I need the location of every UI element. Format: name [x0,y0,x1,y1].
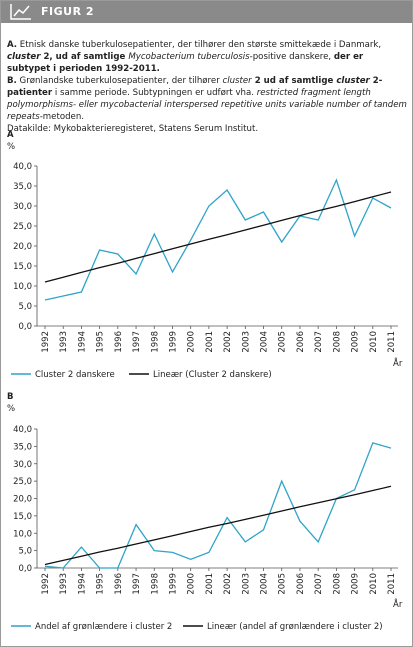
x-axis-label: År [393,598,403,610]
y-tick-label: 30,0 [13,202,32,212]
y-tick-label: 10,0 [13,282,32,292]
x-tick-label: 1999 [168,573,178,595]
y-axis-label: % [7,142,15,152]
caption-paragraph: A. Etnisk danske tuberkulosepatienter, d… [7,39,409,75]
x-tick-label: 1999 [168,331,178,353]
x-tick-label: 1992 [41,573,51,595]
y-tick-label: 30,0 [13,460,32,470]
figure-title: FIGUR 2 [41,5,95,18]
x-tick-label: 2005 [278,331,288,353]
legend-label: Cluster 2 danskere [35,370,115,380]
caption-text: i samme periode. Subtypningen er udført … [52,88,257,98]
x-tick-label: 1997 [132,331,142,353]
x-tick-label: 1997 [132,573,142,595]
x-tick-label: 2011 [387,573,397,595]
x-tick-label: 2010 [369,573,379,595]
chart-icon [10,4,31,20]
x-tick-label: 2009 [351,573,361,595]
y-tick-label: 15,0 [13,512,32,522]
x-tick-label: 1995 [96,573,106,595]
y-tick-label: 20,0 [13,242,32,252]
caption-paragraph: B. Grønlandske tuberkulosepatienter, der… [7,75,409,123]
x-tick-label: 2001 [205,573,215,595]
x-tick-label: 1993 [59,573,69,595]
caption-text: B. [7,76,17,86]
caption-text: Datakilde: Mykobakterieregisteret, State… [7,124,259,134]
x-tick-label: 2006 [296,573,306,595]
x-tick-label: 2005 [278,573,288,595]
x-tick-label: 1995 [96,331,106,353]
caption-paragraph: Datakilde: Mykobakterieregisteret, State… [7,123,409,135]
y-tick-label: 15,0 [13,262,32,272]
y-tick-label: 20,0 [13,495,32,505]
x-tick-label: 2010 [369,331,379,353]
x-tick-label: 2004 [260,573,270,595]
y-axis-label: % [7,404,15,414]
series-line [44,485,392,566]
caption-text: restricted fragment length polymorphisms… [7,88,407,122]
y-tick-label: 25,0 [13,477,32,487]
y-tick-label: 40,0 [13,162,32,172]
x-tick-label: 1996 [114,331,124,353]
x-tick-label: 2006 [296,331,306,353]
caption-text: Grønlandske tuberkulosepatienter, der ti… [16,76,223,86]
x-tick-label: 2003 [241,331,251,353]
x-tick-label: 1996 [114,573,124,595]
header-bar: FIGUR 2 [1,1,412,23]
caption-text: cluster [222,76,252,86]
y-tick-label: 10,0 [13,529,32,539]
x-tick-label: 2007 [314,573,324,595]
legend-label: Andel af grønlændere i cluster 2 [35,622,172,632]
y-tick-label: 0,0 [18,322,32,332]
x-tick-label: 2009 [351,331,361,353]
x-tick-label: 2004 [260,331,270,353]
x-tick-label: 2007 [314,331,324,353]
series-line [44,178,392,301]
caption-text: cluster [336,76,370,86]
x-tick-label: 2000 [187,573,197,595]
x-tick-label: 2011 [387,331,397,353]
y-tick-label: 5,0 [18,302,32,312]
caption-text: -metoden. [39,112,84,122]
x-tick-label: 2001 [205,331,215,353]
x-tick-label: 2000 [187,331,197,353]
y-tick-label: 40,0 [13,425,32,435]
panel-label: B [7,392,13,402]
x-tick-label: 1993 [59,331,69,353]
x-tick-label: 2003 [241,573,251,595]
x-tick-label: 2002 [223,331,233,353]
x-tick-label: 2008 [332,331,342,353]
caption: A. Etnisk danske tuberkulosepatienter, d… [7,39,409,135]
panel-label: A [7,130,14,140]
series-line [44,191,392,283]
series-line [44,442,392,569]
x-tick-label: 2008 [332,573,342,595]
caption-text: cluster [7,52,41,62]
x-tick-label: 1994 [77,331,87,353]
caption-text: 2-patienter [7,76,383,98]
y-tick-label: 0,0 [18,564,32,574]
x-tick-label: 2002 [223,573,233,595]
caption-text: Etnisk danske tuberkulosepatienter, der … [17,40,382,50]
x-tick-label: 1998 [150,331,160,353]
caption-text: Mycobacterium tuberculosis [128,52,250,62]
x-axis-label: År [393,357,403,369]
x-tick-label: 1998 [150,573,160,595]
x-tick-label: 1992 [41,331,51,353]
x-tick-label: 1994 [77,573,87,595]
y-tick-label: 35,0 [13,442,32,452]
y-tick-label: 5,0 [18,547,32,557]
caption-text: 2, ud af samtlige [40,52,129,62]
legend-label: Lineær (andel af grønlændere i cluster 2… [207,622,383,632]
caption-text: A. [7,40,18,50]
caption-text: der er subtypet i perioden 1992-2011. [7,52,364,74]
y-tick-label: 25,0 [13,222,32,232]
legend-label: Lineær (Cluster 2 danskere) [153,370,272,380]
y-tick-label: 35,0 [13,182,32,192]
caption-text: 2 ud af samtlige [251,76,337,86]
caption-text: -positive danskere, [249,52,334,62]
